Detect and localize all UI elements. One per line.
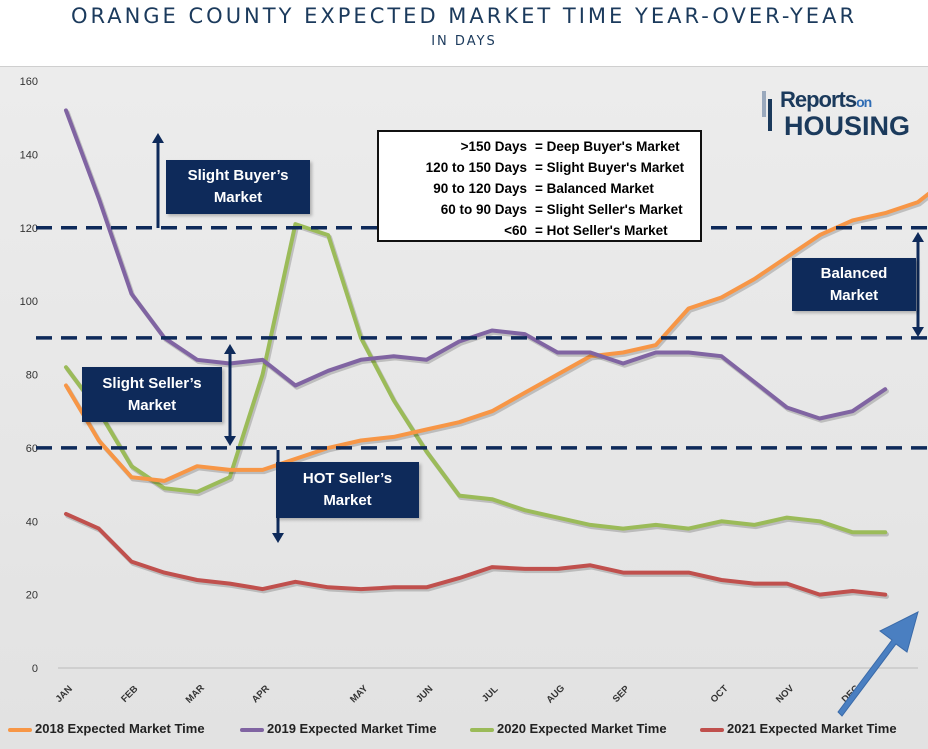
zone-range: 120 to 150 Days <box>426 157 527 179</box>
y-tick-label: 0 <box>32 663 38 675</box>
highlight-arrow-icon <box>838 612 918 716</box>
x-tick-label: APR <box>250 683 272 705</box>
zone-desc: = Balanced Market <box>535 178 654 200</box>
logo-text-bottom: HOUSING <box>784 111 910 142</box>
zone-range: >150 Days <box>461 136 527 158</box>
label-line: Market <box>323 490 371 512</box>
label-line: Market <box>128 395 176 417</box>
legend-swatch <box>8 728 32 732</box>
zone-row: 120 to 150 Days = Slight Buyer's Market <box>379 157 700 179</box>
zone-desc: = Slight Seller's Market <box>535 199 683 221</box>
y-tick-label: 80 <box>26 370 38 382</box>
legend-item-2020: 2020 Expected Market Time <box>470 716 667 742</box>
logo-text-top: Reportson <box>780 87 871 113</box>
legend-item-2018: 2018 Expected Market Time <box>8 716 205 742</box>
legend-swatch <box>700 728 724 732</box>
zone-range: 60 to 90 Days <box>441 199 527 221</box>
x-tick-label: AUG <box>544 683 567 706</box>
slight-buyer-market-label: Slight Buyer’s Market <box>166 160 310 214</box>
reports-on-housing-logo: Reportson HOUSING <box>758 85 923 145</box>
zone-desc: = Deep Buyer's Market <box>535 136 680 158</box>
y-tick-label: 100 <box>20 296 38 308</box>
y-tick-label: 140 <box>20 149 38 161</box>
x-tick-label: MAR <box>184 683 207 706</box>
x-tick-label: FEB <box>119 684 140 705</box>
x-tick-label: JUN <box>414 684 435 705</box>
balanced-arrow-head-up <box>912 232 924 242</box>
zone-desc: = Hot Seller's Market <box>535 220 668 242</box>
x-tick-label: NOV <box>774 683 797 706</box>
legend-swatch <box>240 728 264 732</box>
x-tick-label: MAY <box>348 683 371 706</box>
x-tick-label: OCT <box>709 683 731 705</box>
hot-seller-arrow-head-down <box>272 533 284 543</box>
balanced-arrow-head-down <box>912 327 924 337</box>
slight-seller-arrow-head-up <box>224 344 236 354</box>
label-line: Slight Buyer’s <box>188 165 289 187</box>
y-tick-label: 20 <box>26 590 38 602</box>
label-line: HOT Seller’s <box>303 468 392 490</box>
market-zone-legend: >150 Days = Deep Buyer's Market 120 to 1… <box>377 130 702 242</box>
x-tick-label: SEP <box>611 683 633 705</box>
zone-row: 60 to 90 Days = Slight Seller's Market <box>379 199 700 221</box>
hot-seller-market-label: HOT Seller’s Market <box>276 462 419 518</box>
label-line: Slight Seller’s <box>102 373 201 395</box>
x-tick-label: JUL <box>480 684 501 705</box>
slight-seller-market-label: Slight Seller’s Market <box>82 367 222 422</box>
slight-buyer-arrow-head-up <box>152 133 164 143</box>
label-line: Balanced <box>821 263 888 285</box>
logo-mark-icon <box>762 91 776 131</box>
legend-item-2019: 2019 Expected Market Time <box>240 716 437 742</box>
y-tick-label: 40 <box>26 516 38 528</box>
zone-row: 90 to 120 Days = Balanced Market <box>379 178 700 200</box>
y-tick-label: 160 <box>20 76 38 88</box>
label-line: Market <box>214 187 262 209</box>
zone-range: 90 to 120 Days <box>433 178 527 200</box>
legend-item-2021: 2021 Expected Market Time <box>700 716 897 742</box>
zone-desc: = Slight Buyer's Market <box>535 157 684 179</box>
label-line: Market <box>830 285 878 307</box>
balanced-market-label: Balanced Market <box>792 258 916 311</box>
zone-row: >150 Days = Deep Buyer's Market <box>379 136 700 158</box>
series-legend: 2018 Expected Market Time 2019 Expected … <box>0 716 928 742</box>
x-tick-label: JAN <box>54 684 75 705</box>
slight-seller-arrow-head-down <box>224 436 236 446</box>
zone-range: <60 <box>504 220 527 242</box>
y-tick-label: 120 <box>20 223 38 235</box>
zone-row: <60 = Hot Seller's Market <box>379 220 700 242</box>
legend-swatch <box>470 728 494 732</box>
